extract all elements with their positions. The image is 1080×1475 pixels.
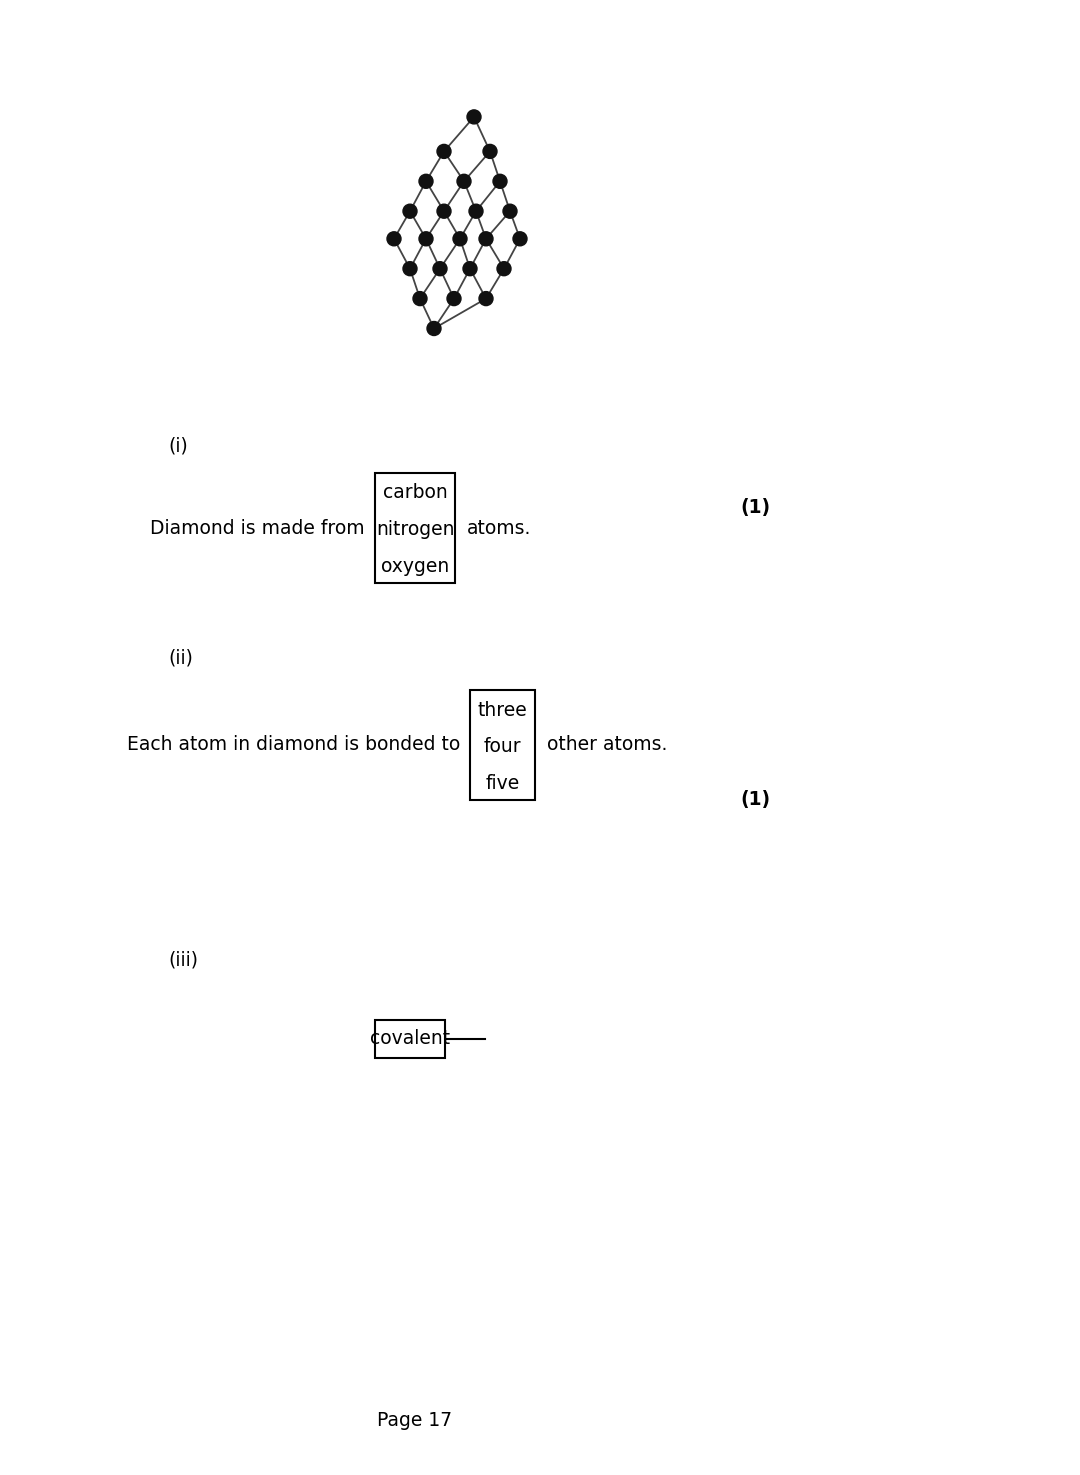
Bar	[375, 1021, 445, 1058]
Circle shape	[463, 261, 477, 276]
Circle shape	[480, 292, 492, 305]
Text: atoms.: atoms.	[467, 519, 531, 537]
Circle shape	[453, 232, 467, 246]
Text: nitrogen: nitrogen	[376, 521, 455, 540]
Text: five: five	[485, 774, 519, 794]
Text: (1): (1)	[740, 791, 770, 810]
Circle shape	[469, 204, 483, 218]
Circle shape	[437, 145, 451, 158]
Circle shape	[480, 232, 492, 246]
Bar	[470, 690, 535, 799]
Text: other atoms.: other atoms.	[546, 736, 667, 755]
Text: (ii): (ii)	[168, 648, 193, 667]
Circle shape	[457, 174, 471, 189]
Circle shape	[427, 322, 441, 335]
Circle shape	[513, 232, 527, 246]
Text: covalent: covalent	[370, 1030, 450, 1049]
Circle shape	[437, 204, 451, 218]
Text: Diamond is made from: Diamond is made from	[150, 519, 365, 537]
Circle shape	[387, 232, 401, 246]
Circle shape	[483, 145, 497, 158]
Bar	[375, 473, 455, 583]
Circle shape	[447, 292, 461, 305]
Text: (1): (1)	[740, 499, 770, 518]
Text: (iii): (iii)	[168, 950, 198, 969]
Circle shape	[413, 292, 427, 305]
Circle shape	[419, 174, 433, 189]
Text: four: four	[484, 738, 522, 757]
Text: oxygen: oxygen	[381, 558, 449, 575]
Circle shape	[503, 204, 517, 218]
Text: three: three	[477, 701, 527, 720]
Circle shape	[419, 232, 433, 246]
Circle shape	[492, 174, 507, 189]
Circle shape	[433, 261, 447, 276]
Text: carbon: carbon	[382, 484, 447, 503]
Text: Each atom in diamond is bonded to: Each atom in diamond is bonded to	[126, 736, 460, 755]
Circle shape	[497, 261, 511, 276]
Circle shape	[467, 111, 481, 124]
Circle shape	[403, 261, 417, 276]
Text: (i): (i)	[168, 437, 188, 456]
Circle shape	[403, 204, 417, 218]
Text: Page 17: Page 17	[377, 1410, 453, 1429]
